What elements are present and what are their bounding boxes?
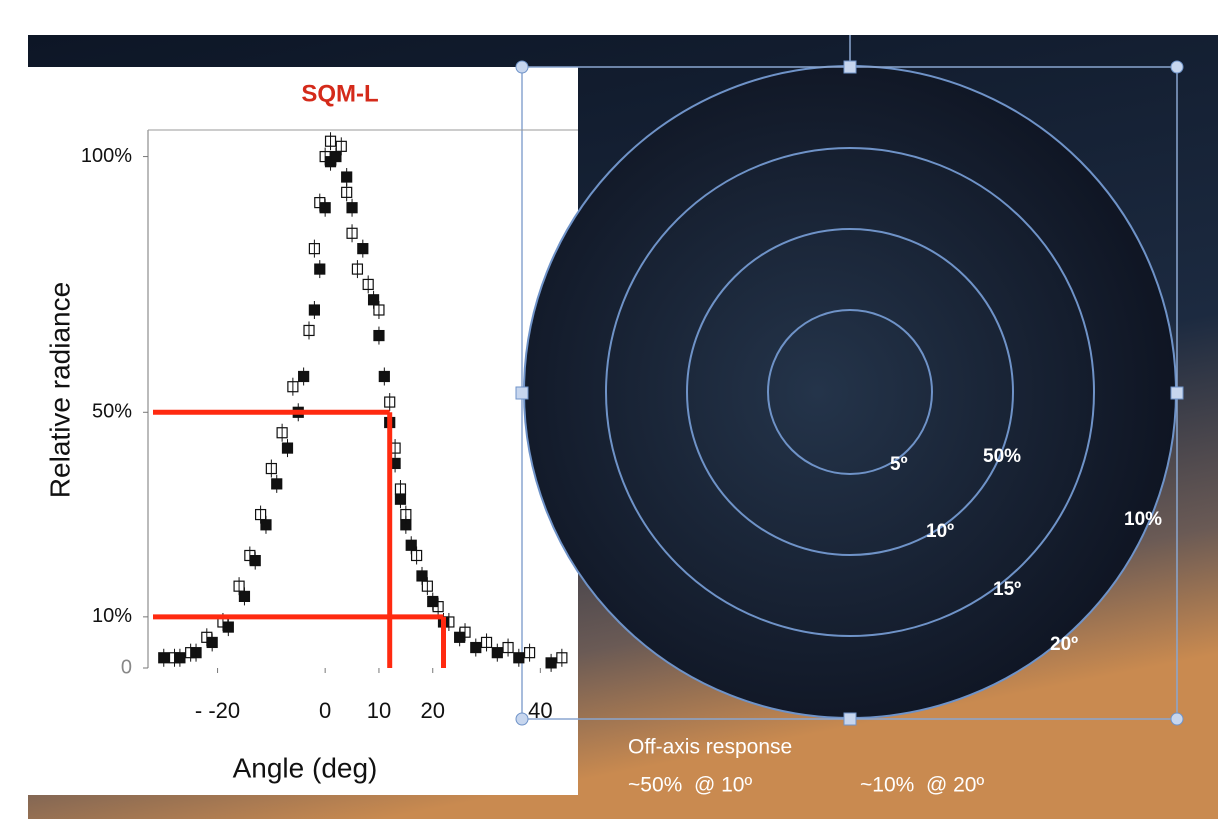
chart-title: SQM-L (301, 80, 378, 107)
point (324, 135, 337, 147)
point (405, 539, 417, 551)
point (271, 478, 283, 490)
point (330, 150, 342, 163)
x-tick-label: 20 (421, 698, 445, 723)
point (421, 580, 433, 592)
point (480, 636, 493, 649)
x-tick-label: 40 (528, 698, 552, 723)
handle[interactable] (1170, 60, 1184, 74)
point (308, 243, 320, 255)
caption-right: ~10% @ 20º (860, 774, 984, 797)
ring-label: 5º (890, 454, 908, 475)
point (346, 227, 358, 239)
point (158, 652, 170, 664)
handle[interactable] (1170, 712, 1184, 726)
handle[interactable] (515, 60, 529, 74)
point (384, 396, 396, 408)
chart-panel (28, 67, 578, 795)
x-tick-label: 0 (319, 698, 331, 723)
diagram-labels: 5º 10º 15º 20º 50% 10% (890, 446, 1162, 655)
point (556, 652, 568, 664)
ring-label: 10º (926, 521, 954, 542)
point (238, 590, 251, 603)
point (185, 647, 197, 659)
level-label: 50% (983, 446, 1021, 467)
point (287, 381, 299, 393)
point (545, 657, 557, 669)
handles (515, 60, 1184, 726)
ring-label: 15º (993, 579, 1021, 600)
x-tick-label: - -20 (195, 698, 240, 723)
point (470, 641, 482, 654)
handle[interactable] (515, 712, 529, 726)
y-axis-label: Relative radiance (44, 282, 75, 498)
caption: Off-axis response ~50% @ 10º ~10% @ 20º (628, 736, 984, 797)
point (335, 140, 347, 152)
point (201, 631, 213, 643)
point (168, 652, 181, 664)
ring (605, 147, 1095, 637)
handle[interactable] (843, 712, 857, 726)
point (319, 150, 331, 163)
point (357, 243, 369, 255)
point (298, 370, 310, 383)
point (362, 278, 374, 291)
x-tick-label: 10 (367, 698, 391, 723)
point (303, 324, 315, 337)
level-label: 10% (1124, 509, 1162, 530)
point (341, 171, 353, 183)
handle[interactable] (515, 386, 529, 400)
x-axis-label: Angle (deg) (233, 752, 378, 783)
point (491, 647, 503, 659)
point (351, 263, 364, 275)
point (416, 570, 428, 582)
point (523, 647, 536, 659)
ring (767, 309, 933, 475)
y-tick-label: 0 (121, 656, 132, 678)
handle[interactable] (1170, 386, 1184, 400)
point (254, 508, 267, 521)
point (502, 641, 514, 654)
caption-left: ~50% @ 10º (628, 774, 752, 797)
y-tick-label: 100% (81, 145, 132, 167)
point (244, 549, 256, 562)
point (314, 197, 326, 209)
point (513, 652, 525, 664)
point (276, 427, 288, 439)
point (341, 186, 353, 198)
ring-label: 20º (1050, 634, 1078, 655)
ring (686, 228, 1014, 556)
point (394, 483, 407, 495)
point (346, 202, 358, 214)
caption-title: Off-axis response (628, 736, 792, 759)
point (265, 462, 277, 475)
point (459, 626, 471, 638)
point (260, 519, 272, 531)
point (233, 580, 245, 592)
point (373, 329, 385, 342)
point (308, 304, 320, 316)
point (314, 263, 326, 275)
point (378, 370, 390, 383)
rings (605, 147, 1095, 637)
point (367, 294, 380, 306)
point (373, 304, 385, 316)
y-tick-label: 10% (92, 605, 132, 627)
sky-disc (523, 65, 1177, 719)
point (281, 442, 294, 454)
point (400, 508, 412, 521)
handle[interactable] (843, 60, 857, 74)
y-tick-label: 50% (92, 401, 132, 423)
point (411, 549, 423, 562)
point (432, 601, 444, 613)
